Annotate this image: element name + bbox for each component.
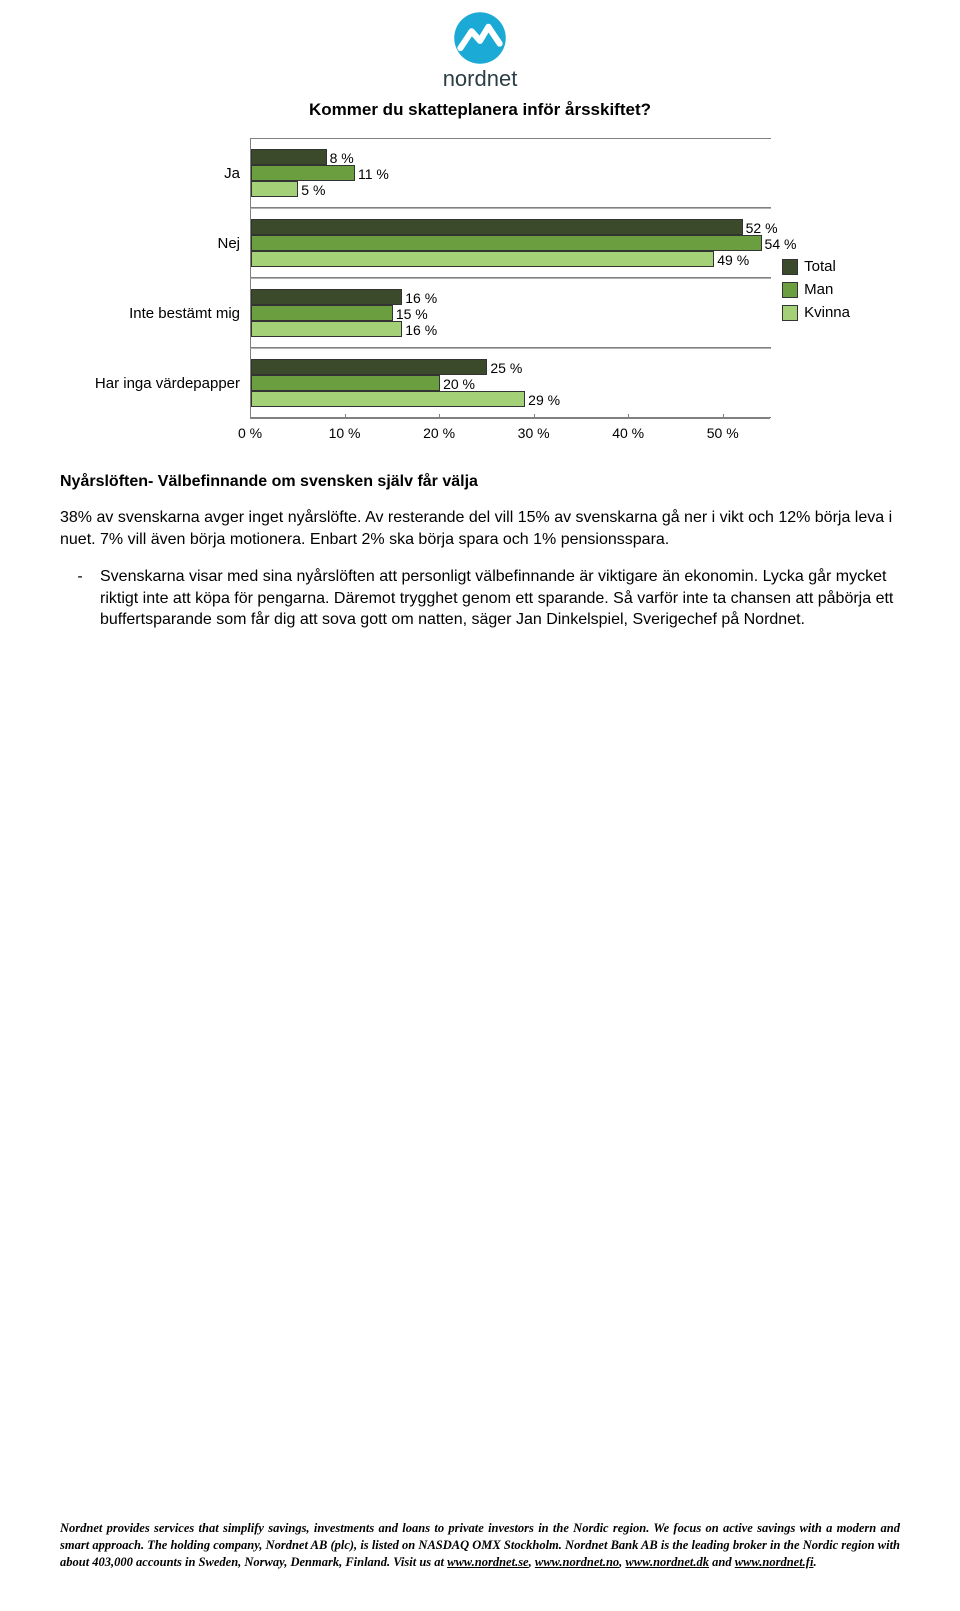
category-label: Inte bestämt mig (90, 305, 250, 322)
bar-value-label: 29 % (528, 392, 560, 408)
x-axis-label: 50 % (707, 425, 739, 441)
x-axis-label: 10 % (329, 425, 361, 441)
legend-item: Total (782, 258, 850, 275)
footer-link-no[interactable]: www.nordnet.no (535, 1555, 619, 1569)
chart-title: Kommer du skatteplanera inför årsskiftet… (60, 100, 900, 120)
bar: 16 % (251, 321, 402, 337)
bar-value-label: 54 % (765, 236, 797, 252)
legend-item: Man (782, 281, 850, 298)
category-label: Har inga värdepapper (90, 375, 250, 392)
legend-label: Total (804, 258, 836, 275)
x-axis: 0 %10 %20 %30 %40 %50 % (250, 418, 770, 447)
legend: Total Man Kvinna (782, 258, 850, 327)
x-axis-label: 40 % (612, 425, 644, 441)
bar-value-label: 15 % (396, 306, 428, 322)
bar: 16 % (251, 289, 402, 305)
footer-link-se[interactable]: www.nordnet.se (447, 1555, 529, 1569)
bar-group: 25 %20 %29 % (250, 348, 771, 418)
category-label: Nej (90, 235, 250, 252)
legend-label: Man (804, 281, 833, 298)
section-heading: Nyårslöften- Välbefinnande om svensken s… (60, 473, 900, 491)
brand-logo: nordnet (60, 10, 900, 92)
bar: 15 % (251, 305, 393, 321)
chart: Ja8 %11 %5 %Nej52 %54 %49 %Inte bestämt … (90, 138, 790, 447)
bar-value-label: 11 % (358, 166, 389, 182)
bar-group: 16 %15 %16 % (250, 278, 771, 348)
bar: 25 % (251, 359, 487, 375)
bar: 8 % (251, 149, 327, 165)
bar: 54 % (251, 235, 762, 251)
bar-value-label: 25 % (490, 360, 522, 376)
body-paragraph: 38% av svenskarna avger inget nyårslöfte… (60, 507, 900, 550)
bar-value-label: 5 % (301, 182, 325, 198)
x-axis-label: 30 % (518, 425, 550, 441)
category-label: Ja (90, 165, 250, 182)
bullet-text: Svenskarna visar med sina nyårslöften at… (100, 566, 900, 631)
bar-group: 8 %11 %5 % (250, 138, 771, 208)
bar: 5 % (251, 181, 298, 197)
footer-link-fi[interactable]: www.nordnet.fi (735, 1555, 814, 1569)
bullet-dash: - (60, 566, 100, 631)
bar-value-label: 49 % (717, 252, 749, 268)
bar: 49 % (251, 251, 714, 267)
bar: 20 % (251, 375, 440, 391)
bar-value-label: 52 % (746, 220, 778, 236)
bullet-paragraph: - Svenskarna visar med sina nyårslöften … (60, 566, 900, 631)
bar: 11 % (251, 165, 355, 181)
bar-value-label: 8 % (330, 150, 354, 166)
legend-label: Kvinna (804, 304, 850, 321)
bar-value-label: 20 % (443, 376, 475, 392)
bar-group: 52 %54 %49 % (250, 208, 771, 278)
bar: 52 % (251, 219, 743, 235)
bar-value-label: 16 % (405, 322, 437, 338)
x-axis-label: 20 % (423, 425, 455, 441)
legend-swatch (782, 259, 798, 275)
x-axis-label: 0 % (238, 425, 262, 441)
footer-link-dk[interactable]: www.nordnet.dk (625, 1555, 709, 1569)
legend-swatch (782, 282, 798, 298)
nordnet-logo-icon (452, 10, 508, 66)
legend-swatch (782, 305, 798, 321)
bar-value-label: 16 % (405, 290, 437, 306)
page: nordnet Kommer du skatteplanera inför år… (0, 0, 960, 1611)
footer: Nordnet provides services that simplify … (60, 1520, 900, 1571)
bar: 29 % (251, 391, 525, 407)
legend-item: Kvinna (782, 304, 850, 321)
brand-name: nordnet (60, 66, 900, 92)
